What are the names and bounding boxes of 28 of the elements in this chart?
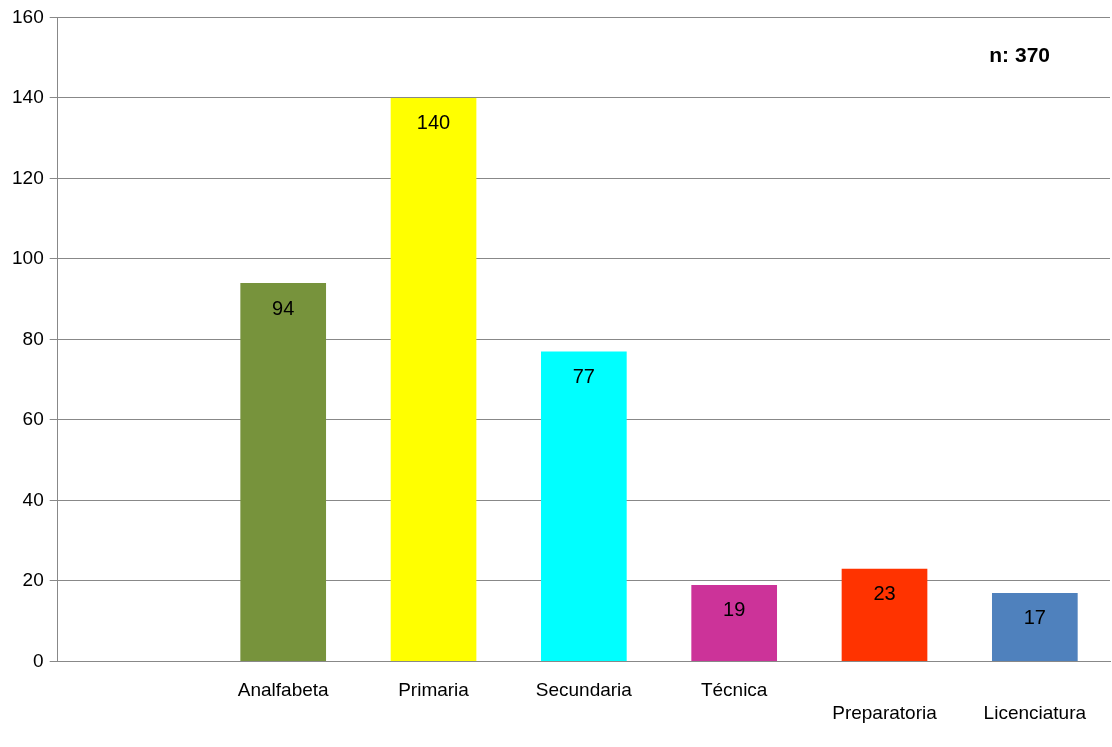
y-tick-label: 160	[12, 5, 44, 27]
x-tick-label: Secundaria	[535, 679, 633, 701]
data-label: 17	[1023, 606, 1046, 629]
x-tick-label: Técnica	[700, 679, 768, 701]
y-tick-label: 140	[12, 86, 44, 108]
data-label: 77	[572, 364, 595, 387]
data-label: 94	[272, 296, 295, 319]
x-tick-label: Analfabeta	[237, 679, 330, 701]
bar	[841, 568, 928, 661]
x-tick-label: Preparatoria	[832, 701, 938, 723]
y-tick-label: 40	[22, 488, 44, 510]
y-tick-label: 20	[22, 569, 44, 591]
bar	[390, 97, 477, 661]
annotation: n: 370	[989, 42, 1050, 66]
bar	[541, 351, 627, 661]
data-label: 23	[873, 582, 896, 605]
y-tick-label: 0	[33, 649, 44, 671]
bar	[991, 592, 1078, 661]
data-label: 140	[416, 111, 451, 134]
x-tick-label: Primaria	[398, 679, 470, 701]
y-tick-label: 120	[12, 166, 44, 188]
data-label: 19	[723, 598, 746, 621]
bar	[691, 584, 778, 661]
bar	[240, 283, 327, 661]
y-tick-label: 60	[22, 408, 44, 430]
y-tick-label: 100	[12, 247, 44, 269]
x-tick-label: Licenciatura	[983, 701, 1087, 723]
y-tick-label: 80	[22, 327, 44, 349]
